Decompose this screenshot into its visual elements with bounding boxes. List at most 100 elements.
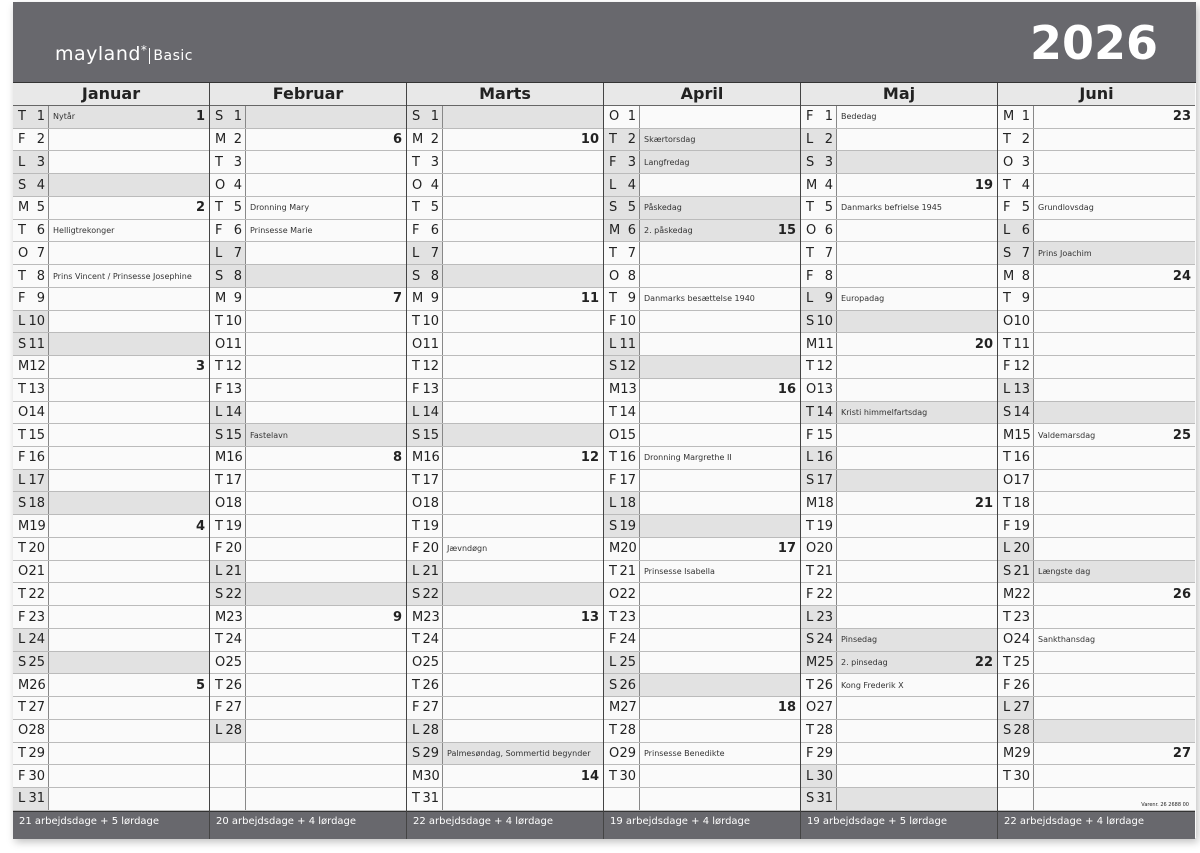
day-number: 12 xyxy=(422,359,439,375)
day-number: 11 xyxy=(28,336,45,352)
weekday-letter: F xyxy=(806,586,814,602)
weekday-letter: T xyxy=(18,382,26,398)
day-content xyxy=(246,629,406,651)
day-row: O 27 xyxy=(801,697,997,720)
day-content xyxy=(49,606,209,628)
month-footer: 22 arbejdsdage + 4 lørdage xyxy=(998,810,1195,839)
day-number: 13 xyxy=(225,382,242,398)
day-number: 1 xyxy=(627,109,636,125)
day-row: F 22 xyxy=(801,583,997,607)
day-row: L 16 xyxy=(801,447,997,470)
day-number: 28 xyxy=(1013,723,1030,739)
weekday-letter: L xyxy=(215,404,223,420)
day-content xyxy=(443,265,603,287)
weekday-letter: F xyxy=(18,609,26,625)
day-number: 5 xyxy=(627,200,636,216)
day-number: 25 xyxy=(817,654,834,670)
day-number: 27 xyxy=(422,700,439,716)
day-number: 17 xyxy=(619,473,636,489)
day-cell: O 14 xyxy=(13,401,49,424)
day-content: Bededag xyxy=(837,106,997,128)
day-cell xyxy=(210,765,246,788)
day-content: 2. påskedag 15 xyxy=(640,220,800,242)
day-note: Langfredag xyxy=(644,157,690,167)
day-number: 17 xyxy=(28,473,45,489)
day-number: 6 xyxy=(430,223,439,239)
day-cell: S 14 xyxy=(998,401,1034,424)
week-number: 12 xyxy=(580,450,599,466)
weekday-letter: S xyxy=(1003,564,1012,580)
day-number: 2 xyxy=(627,132,636,148)
day-row: T 17 xyxy=(407,469,603,493)
day-note: Kong Frederik X xyxy=(841,680,904,690)
day-row: F 5 Grundlovsdag xyxy=(998,196,1195,220)
day-content xyxy=(837,561,997,583)
day-number: 7 xyxy=(36,245,45,261)
day-number: 16 xyxy=(28,450,45,466)
weekday-letter: T xyxy=(412,359,420,375)
month-juni: Juni M 1 23 T 2 O 3 T 4 F 5 Grundlovsdag L 6 S 7 Prins Jo… xyxy=(998,83,1195,839)
day-content xyxy=(443,197,603,219)
day-content xyxy=(443,174,603,196)
empty-row xyxy=(210,765,406,789)
week-number: 6 xyxy=(392,132,402,148)
weekday-letter: M xyxy=(806,336,818,352)
weekday-letter: M xyxy=(215,132,227,148)
weekday-letter: F xyxy=(609,632,617,648)
day-content xyxy=(837,583,997,605)
day-cell: M 16 xyxy=(407,447,443,469)
day-cell: M 11 xyxy=(801,333,837,356)
day-note: Fastelavn xyxy=(250,430,288,440)
weekday-letter: T xyxy=(215,473,223,489)
weekday-letter: T xyxy=(215,313,223,329)
weekday-letter: T xyxy=(215,677,223,693)
week-number: 15 xyxy=(777,223,796,239)
day-note: Prinsesse Benedikte xyxy=(644,748,725,758)
weekday-letter: T xyxy=(18,586,26,602)
day-number: 24 xyxy=(816,632,833,648)
day-row: S 21 Længste dag xyxy=(998,560,1195,584)
weekday-letter: F xyxy=(609,154,617,170)
day-content xyxy=(246,583,406,605)
day-number: 17 xyxy=(225,473,242,489)
day-content: Palmesøndag, Sommertid begynder xyxy=(443,743,603,765)
weekday-letter: S xyxy=(412,427,421,443)
day-content: Kong Frederik X xyxy=(837,674,997,696)
weekday-letter: T xyxy=(806,723,814,739)
day-number: 27 xyxy=(1013,700,1030,716)
weekday-letter: S xyxy=(806,313,815,329)
day-content xyxy=(837,447,997,469)
weekday-letter: O xyxy=(18,404,29,420)
day-row: T 14 xyxy=(604,401,800,425)
day-number: 24 xyxy=(1013,632,1030,648)
day-number: 25 xyxy=(225,654,242,670)
day-cell: T 17 xyxy=(210,469,246,492)
weekday-letter: O xyxy=(215,495,226,511)
day-row: T 16 Dronning Margrethe II xyxy=(604,447,800,470)
day-number: 26 xyxy=(1013,677,1030,693)
weekday-letter: O xyxy=(1003,473,1014,489)
day-number: 2 xyxy=(430,132,439,148)
day-content: 4 xyxy=(49,515,209,537)
day-content xyxy=(443,151,603,173)
day-number: 1 xyxy=(824,109,833,125)
weekday-letter: L xyxy=(806,291,814,307)
weekday-letter: S xyxy=(18,654,27,670)
week-number: 24 xyxy=(1172,268,1191,284)
day-number: 4 xyxy=(36,177,45,193)
